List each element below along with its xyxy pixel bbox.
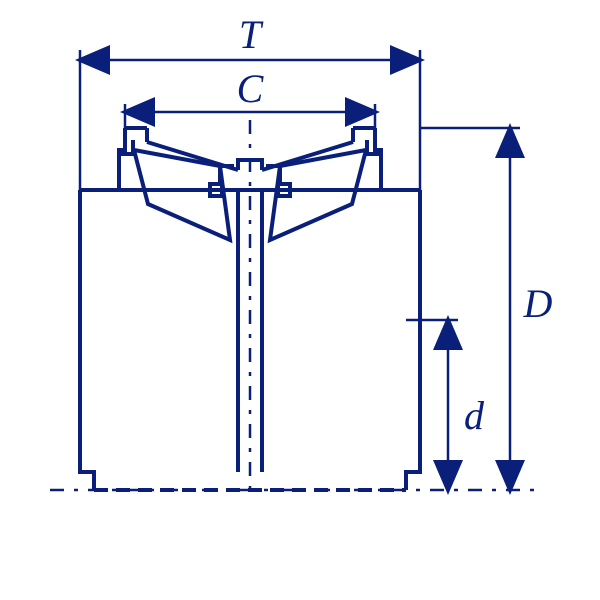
label-d: d <box>464 393 485 438</box>
bearing-diagram: TC Dd <box>0 0 600 600</box>
label-D: D <box>523 281 553 326</box>
label-T: T <box>239 12 264 57</box>
label-C: C <box>237 66 265 111</box>
